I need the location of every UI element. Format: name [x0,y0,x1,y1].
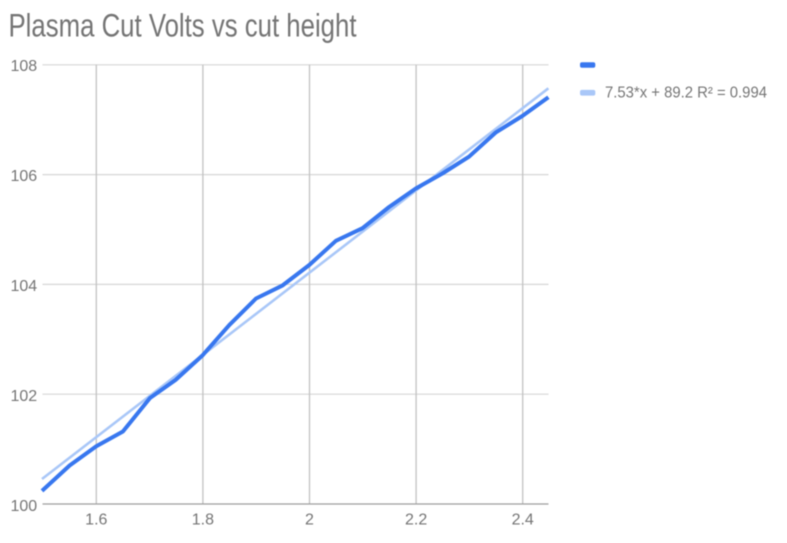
svg-text:2.2: 2.2 [405,511,427,528]
svg-text:104: 104 [10,278,37,295]
svg-text:1.8: 1.8 [192,511,214,528]
svg-text:2: 2 [305,511,314,528]
svg-text:102: 102 [10,388,37,405]
svg-text:106: 106 [10,168,37,185]
svg-text:1.6: 1.6 [85,511,107,528]
svg-text:108: 108 [10,58,37,75]
svg-text:2.4: 2.4 [512,511,534,528]
svg-text:7.53*x + 89.2 R² = 0.994: 7.53*x + 89.2 R² = 0.994 [605,85,767,102]
svg-text:100: 100 [10,498,37,515]
svg-text:Plasma Cut Volts vs cut height: Plasma Cut Volts vs cut height [9,8,357,44]
